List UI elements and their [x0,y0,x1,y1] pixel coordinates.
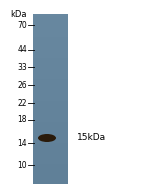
Bar [33,115,68,118]
Bar [33,126,68,129]
Bar [33,69,68,72]
Text: 33: 33 [17,62,27,72]
Bar [33,46,68,48]
Bar [33,147,68,150]
Bar [33,143,68,146]
Text: 22: 22 [18,99,27,107]
Bar [33,122,68,124]
Bar [33,29,68,31]
Bar [33,88,68,91]
Bar [33,80,68,82]
Bar [33,166,68,169]
Bar [33,139,68,141]
Bar [33,48,68,50]
Bar [33,35,68,38]
Bar [33,23,68,25]
Bar [33,20,68,23]
Bar [33,120,68,122]
Bar [33,177,68,179]
Bar [33,31,68,34]
Bar [33,18,68,21]
Bar [33,164,68,167]
Text: 14: 14 [17,139,27,147]
Text: 18: 18 [18,115,27,125]
Bar [33,107,68,110]
Bar [33,99,68,101]
Bar [33,27,68,29]
Text: 26: 26 [17,81,27,89]
Text: kDa: kDa [10,10,27,19]
Bar [33,61,68,63]
Bar [33,156,68,158]
Bar [33,50,68,53]
Bar [33,172,68,175]
Bar [33,141,68,143]
Bar [33,149,68,152]
Bar [33,52,68,55]
Bar [33,65,68,67]
Bar [33,71,68,74]
Bar [33,44,68,46]
Bar [33,86,68,88]
Bar [33,82,68,84]
Bar [33,67,68,69]
Bar [33,109,68,112]
Bar [33,101,68,103]
Bar [33,168,68,171]
Bar [33,90,68,93]
Bar [33,118,68,120]
Bar [33,132,68,135]
Bar [33,151,68,154]
Bar [33,103,68,105]
Bar [33,16,68,19]
Bar [33,137,68,139]
Bar [33,39,68,42]
Bar [33,181,68,184]
Bar [33,94,68,97]
Bar [33,14,68,17]
Bar [33,145,68,148]
Bar [33,96,68,99]
Bar [33,111,68,114]
Bar [33,54,68,57]
Bar [33,33,68,36]
Bar [33,128,68,131]
Bar [33,179,68,181]
Bar [33,158,68,160]
Bar [33,130,68,133]
Text: 10: 10 [17,160,27,170]
Bar [33,153,68,156]
Bar [33,134,68,137]
Text: 44: 44 [17,46,27,55]
Bar [33,105,68,107]
Bar [33,160,68,162]
Bar [33,63,68,65]
Bar [33,58,68,61]
Bar [33,75,68,78]
Bar [33,25,68,27]
Text: 15kDa: 15kDa [77,133,106,143]
Bar [33,77,68,80]
Bar [33,42,68,44]
Ellipse shape [38,134,56,142]
Text: 70: 70 [17,21,27,29]
Bar [33,175,68,177]
Bar [33,56,68,59]
Bar [33,124,68,126]
Bar [33,162,68,165]
Bar [33,170,68,173]
Bar [33,73,68,76]
Bar [33,92,68,95]
Bar [33,113,68,116]
Bar [33,84,68,86]
Bar [33,37,68,40]
